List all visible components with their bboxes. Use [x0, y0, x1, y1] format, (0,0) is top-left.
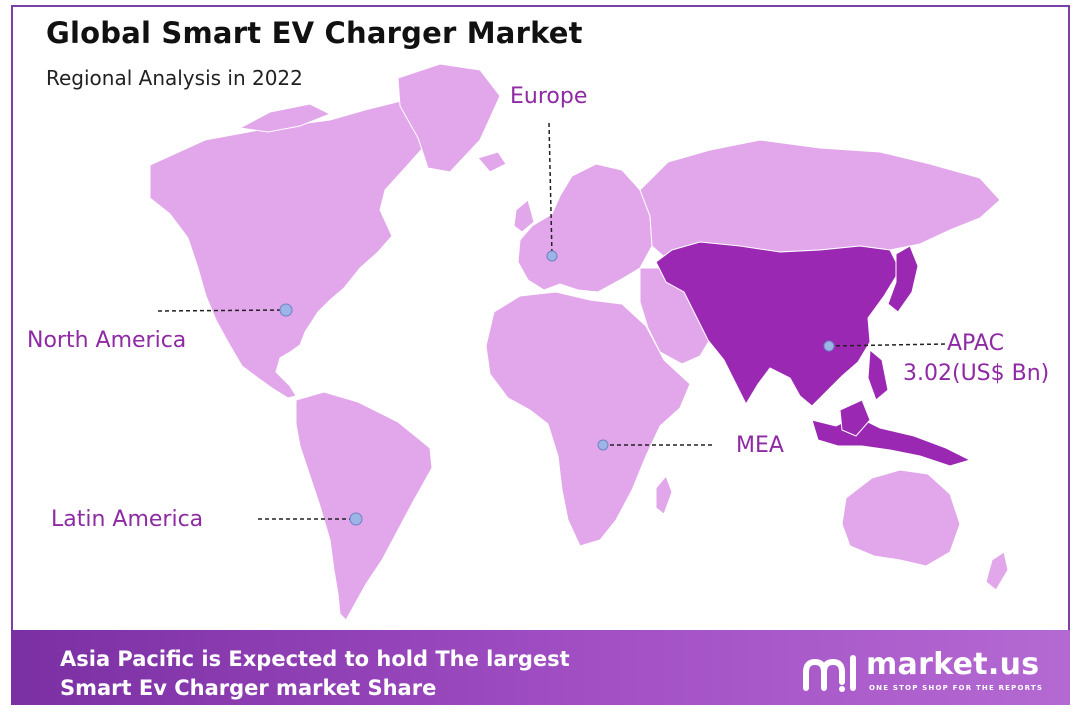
- philippines-shape: [867, 348, 889, 401]
- apac-highlight: [655, 241, 972, 467]
- new-zealand-shape: [985, 551, 1009, 591]
- north-america-marker: [279, 303, 293, 317]
- canadian-arctic-shape: [238, 103, 332, 133]
- mea-marker: [597, 439, 609, 451]
- iceland-shape: [477, 151, 507, 173]
- footer-line-1: Asia Pacific is Expected to hold The lar…: [60, 647, 570, 671]
- latin-america-marker: [349, 512, 363, 526]
- land-masses: [149, 63, 1009, 621]
- latin-america-label: Latin America: [51, 507, 204, 532]
- apac-marker: [823, 340, 835, 352]
- page-subtitle: Regional Analysis in 2022: [46, 66, 303, 90]
- africa-shape: [485, 291, 691, 547]
- borneo-shape: [839, 399, 871, 437]
- europe-leader: [548, 122, 553, 257]
- apac-leader: [828, 343, 946, 347]
- europe-marker: [546, 250, 558, 262]
- brand-name: market.us: [866, 647, 1040, 682]
- europe-label: Europe: [510, 84, 588, 109]
- footer-banner: [11, 630, 1070, 705]
- uk-shape: [513, 199, 535, 233]
- mea-label: MEA: [736, 433, 784, 458]
- footer-line-2: Smart Ev Charger market Share: [60, 676, 437, 700]
- north-america-label: North America: [27, 328, 187, 353]
- europe-shape: [517, 163, 653, 293]
- north-america-shape: [149, 99, 441, 399]
- region-markers: [279, 250, 835, 526]
- japan-shape: [887, 245, 919, 313]
- apac-value-label: 3.02(US$ Bn): [903, 361, 1050, 386]
- greenland-shape: [397, 63, 501, 173]
- southeast-asia-islands-shape: [811, 415, 972, 467]
- australia-shape: [841, 469, 961, 567]
- page-title: Global Smart EV Charger Market: [46, 16, 583, 50]
- south-america-shape: [295, 391, 433, 621]
- apac-label: APAC: [947, 331, 1004, 356]
- leader-lines: [157, 122, 946, 520]
- brand-tagline: ONE STOP SHOP FOR THE REPORTS: [869, 684, 1044, 692]
- footer-message: Asia Pacific is Expected to hold The lar…: [60, 645, 570, 703]
- madagascar-shape: [655, 475, 673, 515]
- north-america-leader: [157, 309, 287, 312]
- market-us-logo-icon: [803, 655, 856, 692]
- apac-mainland-shape: [655, 241, 901, 407]
